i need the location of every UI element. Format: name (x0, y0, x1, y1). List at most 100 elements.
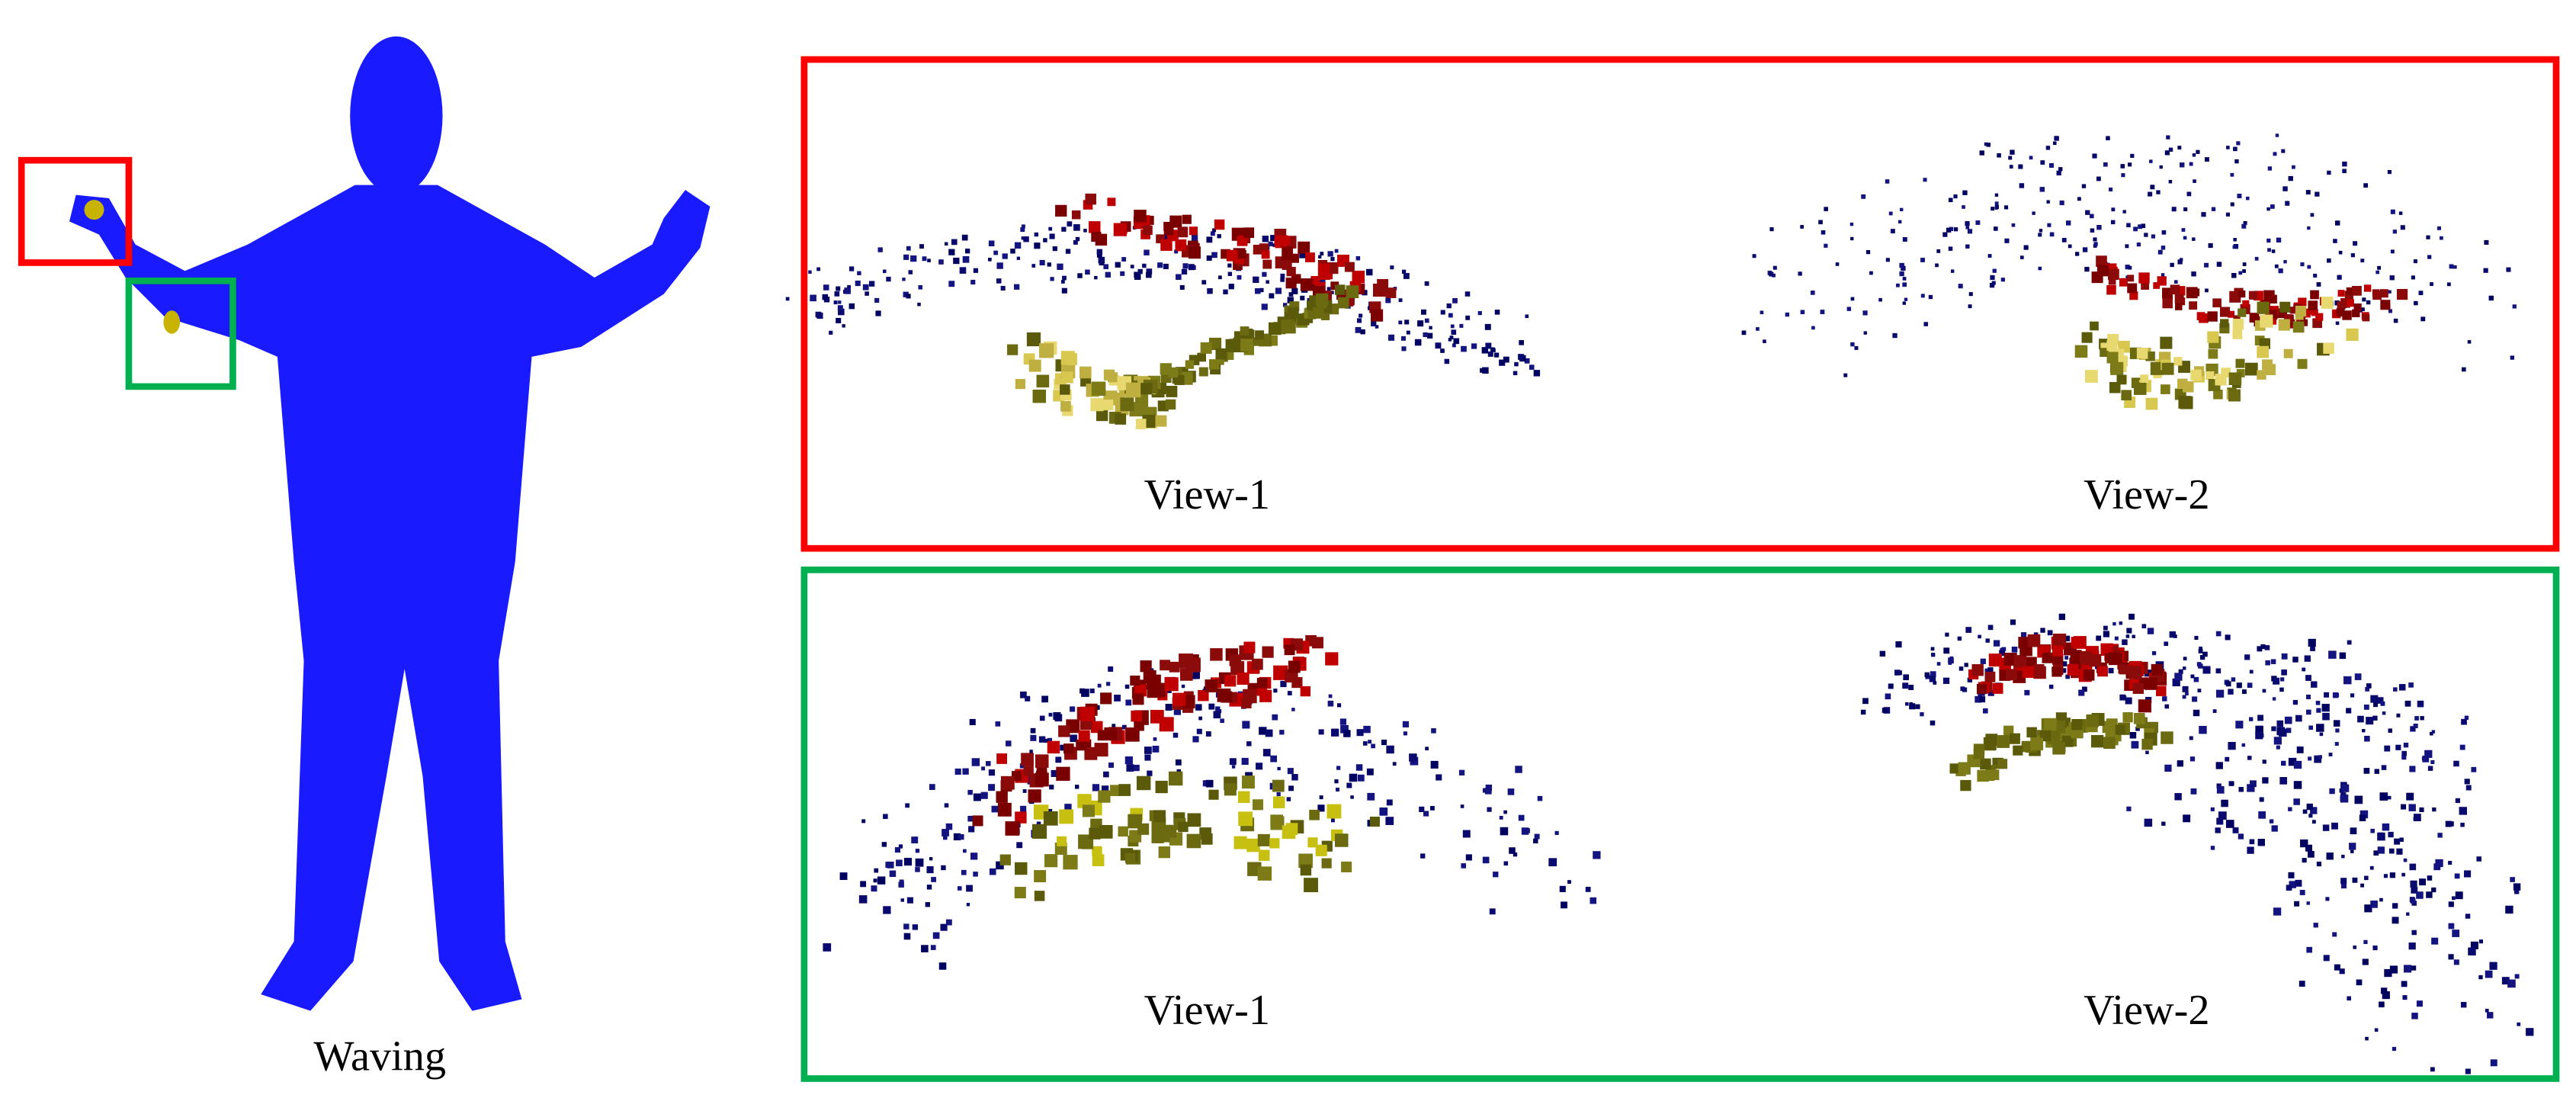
point (2360, 815, 2366, 820)
point (1256, 677, 1268, 689)
point (1518, 354, 1524, 360)
point (2360, 883, 2365, 888)
point (2424, 750, 2433, 758)
point (860, 881, 867, 888)
point (2052, 653, 2064, 665)
point (2262, 759, 2266, 764)
point (2394, 838, 2401, 845)
point (2215, 668, 2222, 674)
point (1262, 646, 1274, 658)
point (2362, 729, 2366, 733)
point (1265, 729, 1273, 737)
point (1016, 842, 1023, 849)
point (881, 842, 887, 847)
point (2315, 701, 2321, 705)
point (1210, 231, 1215, 236)
point (2065, 674, 2070, 679)
point (2448, 923, 2455, 930)
point (929, 784, 935, 790)
point (1032, 389, 1047, 403)
point (1189, 226, 1198, 236)
point (1994, 226, 1998, 231)
point (2191, 271, 2196, 277)
point (1507, 788, 1515, 795)
point (2343, 676, 2352, 685)
point (1310, 275, 1320, 285)
point (2400, 225, 2405, 230)
point (1346, 782, 1352, 788)
point (1355, 764, 1363, 771)
point (1258, 849, 1270, 861)
point (2420, 316, 2426, 322)
point (1381, 740, 1387, 746)
point (1482, 367, 1489, 374)
point (2478, 939, 2484, 944)
point (2180, 396, 2193, 409)
point (2288, 175, 2293, 181)
point (2228, 372, 2242, 386)
point (1061, 226, 1067, 232)
point (2235, 721, 2244, 729)
point (1280, 273, 1285, 278)
point (2215, 762, 2223, 769)
point (1224, 783, 1237, 796)
point (1280, 680, 1287, 688)
point (1356, 729, 1364, 737)
point (1902, 237, 1907, 242)
point (1430, 805, 1435, 811)
point (1503, 810, 1507, 814)
point (2140, 374, 2149, 384)
point (921, 945, 929, 952)
point (2389, 872, 2396, 878)
point (2288, 807, 2292, 811)
point (1363, 725, 1371, 734)
point (2145, 397, 2158, 410)
point (1965, 627, 1972, 633)
point (966, 885, 973, 892)
point (1424, 281, 1429, 286)
point (2307, 265, 2311, 269)
point (1077, 273, 1083, 278)
point (1237, 791, 1250, 804)
point (1198, 367, 1208, 377)
point (1962, 687, 1968, 692)
point (1209, 359, 1220, 370)
point (2334, 964, 2340, 971)
point (2250, 781, 2255, 786)
point (1976, 683, 1987, 695)
point (2003, 652, 2017, 666)
point (874, 868, 879, 873)
point (2096, 635, 2102, 641)
point (2360, 258, 2365, 263)
point (842, 324, 845, 328)
point (988, 784, 996, 792)
point (2427, 875, 2433, 881)
point (1752, 254, 1756, 258)
point (2453, 760, 2459, 767)
point (2292, 321, 2305, 333)
point (2413, 814, 2421, 821)
point (2093, 237, 2097, 242)
point (1192, 736, 1199, 743)
point (2302, 858, 2307, 863)
point (1930, 671, 1936, 678)
point (1548, 858, 1557, 867)
point (1130, 265, 1134, 268)
point (2352, 309, 2360, 318)
point (2249, 313, 2260, 323)
point (989, 868, 996, 875)
point (1090, 398, 1104, 412)
point (2133, 712, 2145, 724)
point (2106, 718, 2118, 730)
point (1186, 833, 1201, 849)
point (1481, 347, 1489, 354)
point (2389, 965, 2398, 974)
point (1287, 297, 1294, 303)
point (903, 291, 909, 297)
point (1067, 221, 1073, 227)
point (847, 284, 851, 289)
point (1984, 671, 1996, 682)
point (1192, 672, 1200, 679)
point (1965, 226, 1970, 230)
point (2437, 226, 2441, 230)
